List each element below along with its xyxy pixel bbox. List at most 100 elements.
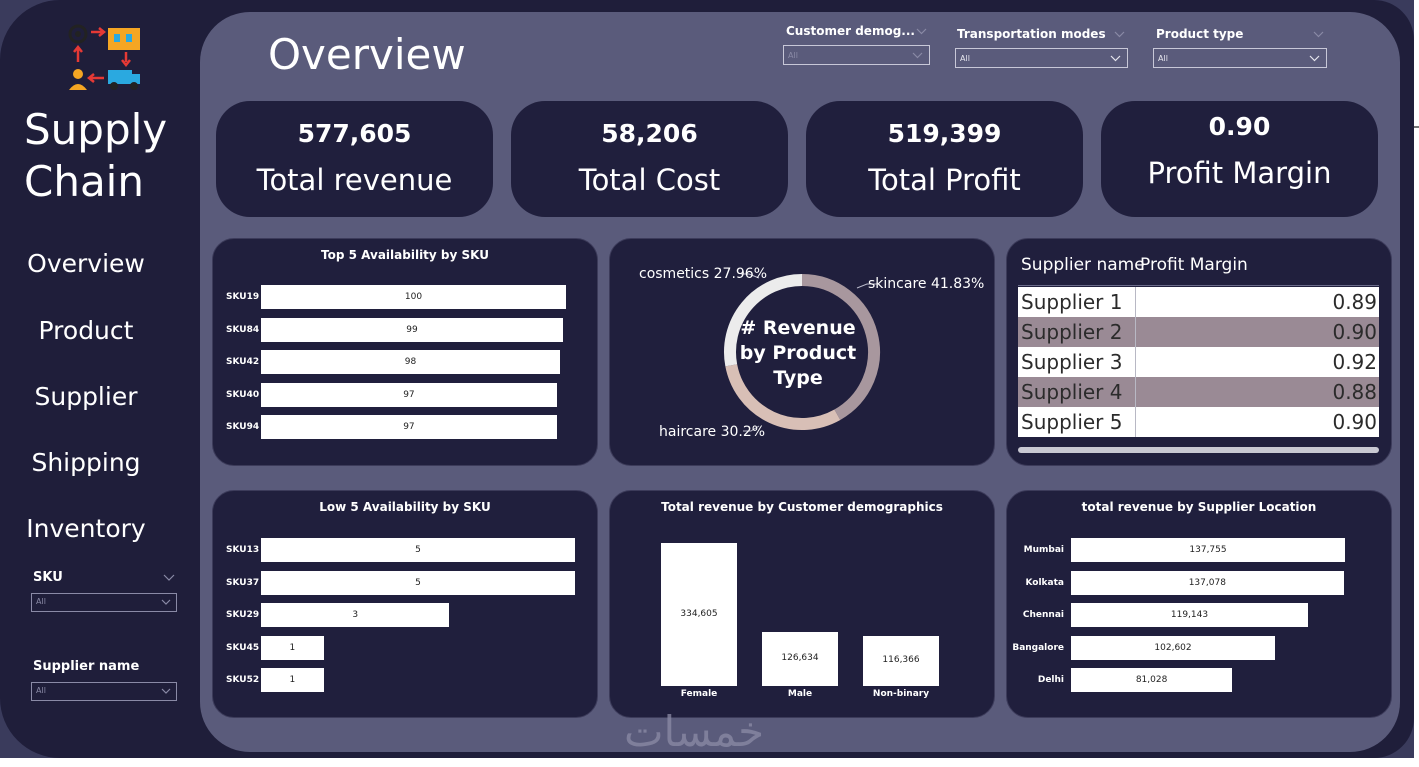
donut-slice-skincare[interactable] xyxy=(801,274,880,420)
bar-data-label: 1 xyxy=(289,642,296,653)
cell-divider xyxy=(1135,347,1136,377)
table-row[interactable]: Supplier 4 0.88 xyxy=(1018,377,1379,407)
donut-leader-line xyxy=(741,273,760,279)
bar[interactable] xyxy=(1071,668,1233,692)
bar-category-label: SKU84 xyxy=(226,324,260,335)
bar[interactable] xyxy=(261,603,450,627)
bar[interactable] xyxy=(261,350,560,374)
chevron-down-icon[interactable] xyxy=(1114,29,1125,40)
right-window-edge xyxy=(1414,0,1419,767)
table-header-supplier-name[interactable]: Supplier name xyxy=(1021,255,1145,275)
bar[interactable] xyxy=(261,415,557,439)
bar-data-label: 3 xyxy=(352,610,359,620)
chevron-down-icon xyxy=(161,599,171,605)
supplier-name-cell: Supplier 1 xyxy=(1021,290,1123,314)
sku-filter-dropdown[interactable]: All xyxy=(31,593,177,612)
bar[interactable] xyxy=(261,382,557,407)
table-header-divider xyxy=(1018,285,1379,286)
bar-data-label: 126,634 xyxy=(781,652,819,663)
product-type-dropdown[interactable]: All xyxy=(1153,48,1327,68)
nav-overview[interactable]: Overview xyxy=(27,249,145,278)
bar[interactable] xyxy=(261,635,324,660)
nav-supplier[interactable]: Supplier xyxy=(34,382,138,411)
chevron-down-icon xyxy=(1309,55,1320,62)
transportation-modes-dropdown[interactable]: All xyxy=(955,48,1128,68)
table-row[interactable]: Supplier 1 0.89 xyxy=(1018,287,1379,317)
bar[interactable] xyxy=(261,538,575,562)
bar-data-label: 102,602 xyxy=(1154,642,1192,653)
customer-demographics-value: All xyxy=(788,51,798,60)
app-title-line2: Chain xyxy=(24,157,144,206)
bar[interactable] xyxy=(261,317,563,342)
right-edge-mark xyxy=(1414,126,1419,128)
bar-data-label: 1 xyxy=(289,675,296,685)
kpi-profit-margin: 0.90 Profit Margin xyxy=(1101,101,1378,217)
app-title-line1: Supply xyxy=(24,105,168,154)
nav-inventory[interactable]: Inventory xyxy=(26,514,146,543)
bar-data-label: 98 xyxy=(404,357,417,367)
donut-label-cosmetics: cosmetics 27.96% xyxy=(639,266,768,282)
chevron-down-icon[interactable] xyxy=(916,26,927,37)
product-type-value: All xyxy=(1158,54,1168,63)
supplier-filter-dropdown[interactable]: All xyxy=(31,682,177,701)
kpi-value: 58,206 xyxy=(601,119,698,148)
app-title: Supply Chain xyxy=(24,104,194,208)
chevron-down-icon[interactable] xyxy=(163,572,175,584)
bar[interactable] xyxy=(863,636,939,686)
chevron-down-icon[interactable] xyxy=(1313,29,1324,40)
bar[interactable] xyxy=(1071,538,1345,562)
profit-margin-cell: 0.90 xyxy=(1332,410,1377,434)
donut-slice-cosmetics[interactable] xyxy=(724,274,803,367)
bar[interactable] xyxy=(1071,603,1308,627)
bar[interactable] xyxy=(261,668,324,692)
table-row[interactable]: Supplier 2 0.90 xyxy=(1018,317,1379,347)
transportation-modes-filter-label: Transportation modes xyxy=(957,27,1106,41)
table-row[interactable]: Supplier 3 0.92 xyxy=(1018,347,1379,377)
table-header-profit-margin[interactable]: Profit Margin xyxy=(1140,255,1248,275)
bar[interactable] xyxy=(1071,570,1344,595)
customer-demographics-filter-label: Customer demog... xyxy=(786,24,915,38)
bar-data-label: 5 xyxy=(415,577,421,588)
bar-data-label: 137,078 xyxy=(1188,577,1226,588)
bar-category-label: SKU42 xyxy=(226,357,260,367)
bar-category-label: Bangalore xyxy=(1012,642,1064,653)
cell-divider xyxy=(1135,317,1136,347)
supplier-name-cell: Supplier 3 xyxy=(1021,350,1123,374)
donut-leader-line xyxy=(856,283,877,289)
bar-data-label: 137,755 xyxy=(1189,545,1227,555)
bar[interactable] xyxy=(762,631,838,686)
bar[interactable] xyxy=(1071,635,1276,660)
nav-shipping[interactable]: Shipping xyxy=(31,448,141,477)
chart-title: Total revenue by Customer demographics xyxy=(661,500,943,514)
donut-label-skincare: skincare 41.83% xyxy=(868,276,985,292)
table-horizontal-scrollbar[interactable] xyxy=(1018,447,1379,453)
sku-filter-label: SKU xyxy=(33,570,63,585)
bar-data-label: 119,143 xyxy=(1170,610,1209,620)
kpi-total-cost: 58,206 Total Cost xyxy=(511,101,788,217)
chart-title: total revenue by Supplier Location xyxy=(1081,500,1317,514)
cell-divider xyxy=(1135,407,1136,437)
bar[interactable] xyxy=(661,543,737,686)
bar-data-label: 97 xyxy=(403,422,415,432)
chevron-down-icon xyxy=(912,52,923,59)
bar-category-label: SKU29 xyxy=(226,610,260,620)
bar[interactable] xyxy=(261,570,575,595)
kpi-total-profit: 519,399 Total Profit xyxy=(806,101,1083,217)
kpi-label: Total revenue xyxy=(256,163,453,197)
bar-category-label: Male xyxy=(787,689,813,699)
bar-data-label: 100 xyxy=(404,292,423,302)
sku-filter-value: All xyxy=(36,597,46,606)
page-title: Overview xyxy=(268,30,466,79)
table-row[interactable]: Supplier 5 0.90 xyxy=(1018,407,1379,437)
customer-demographics-dropdown[interactable]: All xyxy=(783,45,930,65)
bar-category-label: SKU37 xyxy=(226,577,260,588)
donut-center-title: # Revenue by Product Type xyxy=(739,317,857,389)
bar[interactable] xyxy=(261,285,566,309)
bar-data-label: 99 xyxy=(406,324,418,335)
chart-title: Low 5 Availability by SKU xyxy=(319,500,491,514)
supplier-filter-label: Supplier name xyxy=(33,659,140,674)
nav-product[interactable]: Product xyxy=(38,316,134,345)
donut-slice-haircare[interactable] xyxy=(725,364,841,430)
supplier-name-cell: Supplier 5 xyxy=(1021,410,1123,434)
